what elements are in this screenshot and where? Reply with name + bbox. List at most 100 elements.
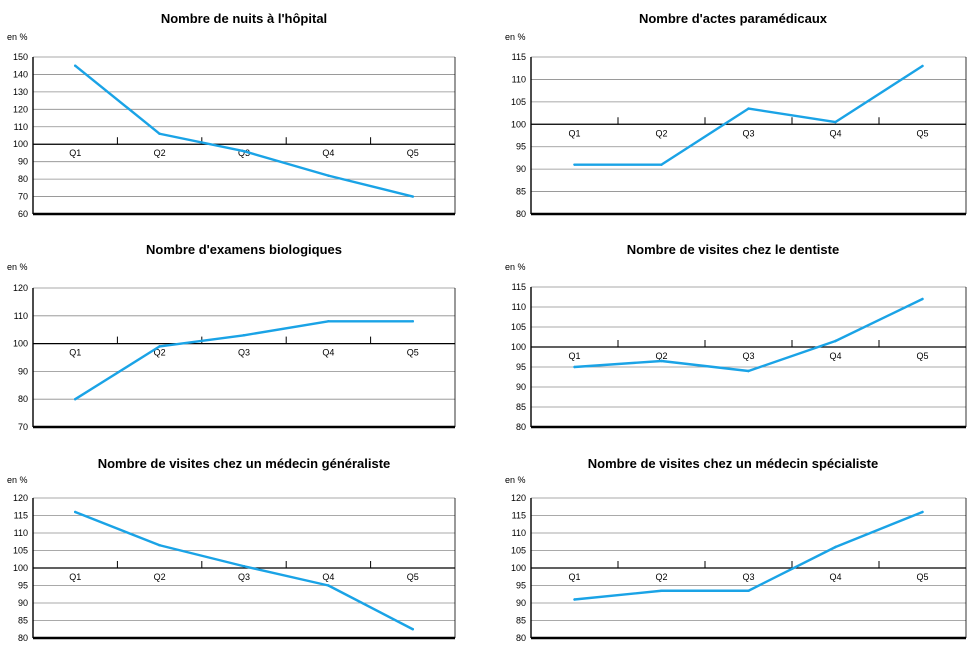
y-tick-label: 85 (516, 187, 526, 197)
series-segment (747, 339, 837, 373)
x-tick-label: Q3 (238, 348, 250, 358)
x-tick-label: Q3 (742, 128, 754, 138)
series-segment (327, 584, 414, 631)
x-tick-label: Q1 (69, 348, 81, 358)
x-tick-label: Q3 (742, 572, 754, 582)
unit-label: en % (7, 475, 28, 485)
x-tick-label: Q2 (154, 572, 166, 582)
x-tick-label: Q1 (568, 128, 580, 138)
y-tick-label: 95 (516, 142, 526, 152)
y-tick-label: 80 (516, 209, 526, 219)
y-tick-label: 120 (13, 493, 28, 503)
y-tick-label: 100 (511, 342, 526, 352)
y-tick-label: 115 (512, 282, 526, 292)
data-point (834, 120, 837, 124)
x-tick-label: Q3 (238, 572, 250, 582)
data-point (74, 398, 77, 401)
data-point (158, 345, 161, 348)
data-point (747, 369, 750, 373)
data-point (242, 150, 246, 153)
x-tick-label: Q1 (568, 572, 580, 582)
y-tick-label: 85 (516, 616, 526, 626)
x-tick-label: Q5 (916, 351, 928, 361)
data-point (660, 589, 663, 592)
y-tick-label: 85 (18, 616, 28, 626)
data-point (74, 64, 77, 67)
y-tick-label: 115 (512, 511, 526, 521)
y-tick-label: 110 (512, 302, 526, 312)
y-tick-label: 120 (13, 104, 28, 114)
y-tick-label: 95 (516, 581, 526, 591)
series-segment (834, 64, 924, 124)
series-segment (158, 544, 246, 568)
series-segment (573, 359, 663, 369)
data-point (660, 163, 663, 166)
y-tick-label: 100 (13, 139, 28, 149)
y-tick-label: 80 (18, 174, 28, 184)
data-point (327, 584, 330, 587)
chart-title: Nombre de visites chez le dentiste (626, 242, 840, 257)
y-tick-label: 105 (13, 546, 28, 556)
y-tick-label: 100 (13, 339, 28, 349)
y-tick-label: 90 (18, 366, 28, 376)
x-tick-label: Q2 (655, 351, 667, 361)
y-tick-label: 110 (14, 122, 28, 132)
unit-label: en % (505, 32, 526, 42)
chart-panel-medecin-generaliste: Nombre de visites chez un médecin généra… (0, 445, 488, 650)
y-tick-label: 120 (511, 493, 526, 503)
x-tick-label: Q4 (829, 128, 841, 138)
chart-plot: en % 80 85 90 95 100 105 110 115 120 Q1 Q2 Q3 Q4 Q5 (7, 475, 456, 643)
y-tick-label: 115 (14, 511, 28, 521)
x-tick-label: Q4 (829, 351, 841, 361)
y-tick-label: 80 (516, 422, 526, 432)
y-tick-label: 80 (516, 633, 526, 643)
series-segment (573, 589, 663, 601)
y-tick-label: 130 (13, 87, 28, 97)
chart-title: Nombre de visites chez un médecin généra… (97, 456, 391, 471)
chart-plot: en % 80 85 90 95 100 105 110 115 Q1 Q2 Q3 Q4 Q5 (505, 32, 967, 219)
x-tick-label: Q4 (322, 572, 334, 582)
unit-label: en % (7, 262, 28, 272)
x-tick-label: Q1 (69, 148, 81, 158)
series-segment (73, 64, 161, 135)
data-point (660, 359, 663, 363)
x-tick-label: Q4 (322, 348, 334, 358)
series-segment (158, 334, 246, 348)
data-point (921, 297, 924, 301)
y-tick-label: 90 (18, 598, 28, 608)
series-segment (242, 149, 330, 177)
chart-panel-medecin-specialiste: Nombre de visites chez un médecin spécia… (489, 445, 977, 650)
chart-plot: en % 70 80 90 100 110 120 Q1 Q2 Q3 Q4 Q5 (7, 262, 456, 432)
x-tick-label: Q5 (916, 128, 928, 138)
y-tick-label: 110 (14, 528, 28, 538)
data-point (411, 628, 414, 631)
y-tick-label: 110 (512, 528, 526, 538)
series-segment (660, 359, 750, 373)
x-tick-label: Q2 (154, 348, 166, 358)
y-tick-label: 60 (18, 209, 28, 219)
x-tick-label: Q1 (69, 572, 81, 582)
x-tick-label: Q4 (829, 572, 841, 582)
chart-title: Nombre d'actes paramédicaux (638, 11, 828, 26)
y-tick-label: 80 (18, 633, 28, 643)
y-tick-label: 120 (13, 283, 28, 293)
series-segment (73, 345, 161, 401)
y-tick-label: 105 (511, 97, 526, 107)
y-tick-label: 90 (516, 382, 526, 392)
data-point (158, 544, 161, 547)
x-tick-label: Q4 (322, 148, 334, 158)
series-segment (242, 320, 330, 337)
series-segment (327, 174, 414, 198)
data-point (74, 510, 77, 514)
y-tick-label: 90 (18, 157, 28, 167)
x-tick-label: Q3 (238, 148, 250, 158)
data-point (747, 589, 750, 592)
data-point (573, 365, 576, 369)
y-tick-label: 90 (516, 598, 526, 608)
x-tick-label: Q2 (154, 148, 166, 158)
series-segment (834, 297, 924, 343)
y-tick-label: 95 (18, 581, 28, 591)
x-tick-label: Q1 (568, 351, 580, 361)
y-tick-label: 70 (18, 192, 28, 202)
series-segment (73, 510, 161, 547)
